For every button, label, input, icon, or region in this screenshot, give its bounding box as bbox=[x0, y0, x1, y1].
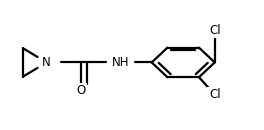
Text: N: N bbox=[42, 56, 51, 69]
Text: Cl: Cl bbox=[209, 88, 220, 101]
Text: O: O bbox=[76, 84, 86, 97]
Text: NH: NH bbox=[111, 56, 129, 69]
Text: Cl: Cl bbox=[209, 24, 220, 37]
